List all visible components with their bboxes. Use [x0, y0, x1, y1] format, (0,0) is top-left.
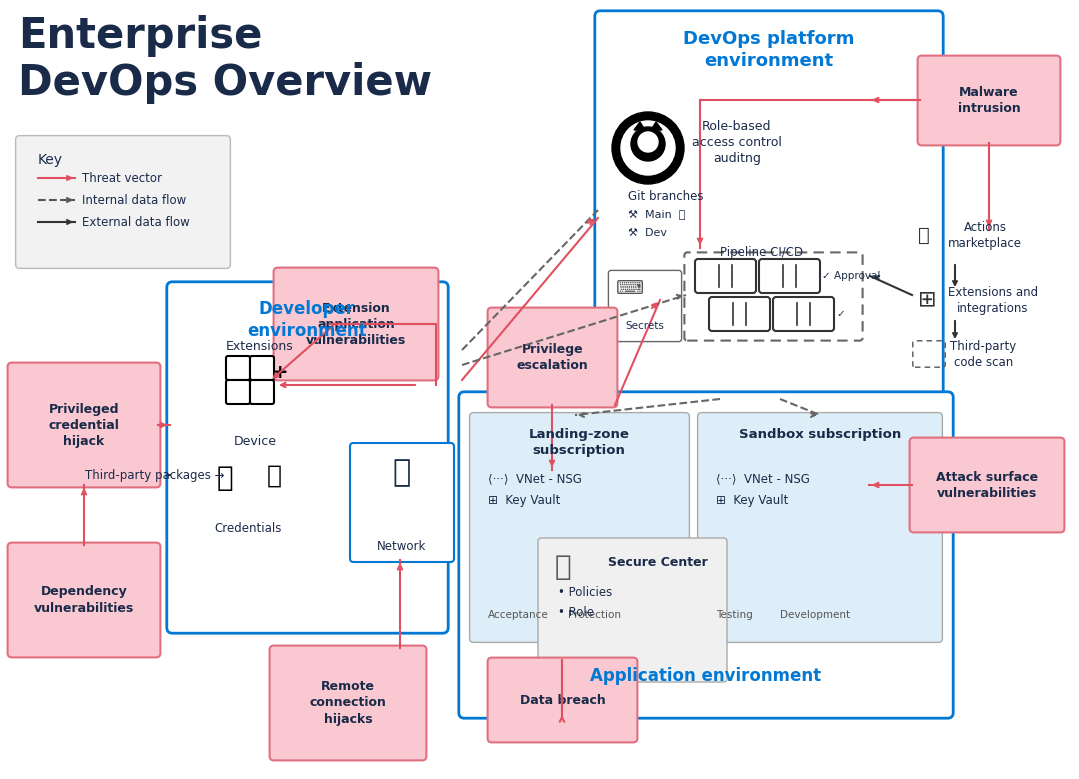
FancyBboxPatch shape — [350, 443, 454, 562]
Text: Protection: Protection — [568, 610, 622, 620]
Text: ✓ Approval: ✓ Approval — [822, 271, 880, 281]
Text: Landing-zone
subscription: Landing-zone subscription — [529, 428, 629, 457]
Text: ⌨: ⌨ — [616, 279, 644, 298]
Text: • Role: • Role — [558, 606, 595, 619]
Text: Privilege
escalation: Privilege escalation — [517, 343, 588, 372]
FancyBboxPatch shape — [695, 259, 756, 293]
Text: Privileged
credential
hijack: Privileged credential hijack — [49, 403, 120, 447]
Text: Secrets: Secrets — [626, 321, 665, 331]
Text: External data flow: External data flow — [82, 216, 190, 228]
Text: 🔒: 🔒 — [918, 225, 930, 245]
Text: Attack surface
vulnerabilities: Attack surface vulnerabilities — [935, 471, 1038, 499]
FancyBboxPatch shape — [609, 270, 682, 342]
Circle shape — [612, 112, 684, 184]
Polygon shape — [634, 122, 645, 130]
FancyBboxPatch shape — [698, 413, 942, 643]
Text: Third-party packages →: Third-party packages → — [85, 468, 224, 481]
Text: 🖥: 🖥 — [267, 464, 282, 488]
Text: Extensions and
integrations: Extensions and integrations — [948, 285, 1038, 315]
Text: 📡: 📡 — [393, 458, 411, 487]
Text: Git branches: Git branches — [628, 190, 704, 203]
FancyBboxPatch shape — [459, 392, 953, 718]
FancyBboxPatch shape — [8, 543, 161, 657]
Polygon shape — [651, 122, 663, 130]
FancyBboxPatch shape — [488, 657, 638, 742]
FancyBboxPatch shape — [538, 538, 727, 682]
FancyBboxPatch shape — [15, 136, 231, 269]
Text: Testing: Testing — [716, 610, 753, 620]
Text: Key: Key — [38, 153, 63, 167]
Text: Enterprise: Enterprise — [18, 15, 262, 57]
Text: Threat vector: Threat vector — [82, 171, 162, 185]
Text: DevOps platform
environment: DevOps platform environment — [683, 30, 855, 70]
Text: Dependency
vulnerabilities: Dependency vulnerabilities — [33, 586, 134, 615]
Text: ⚒  Main  🔒: ⚒ Main 🔒 — [628, 210, 685, 220]
FancyBboxPatch shape — [270, 646, 426, 760]
Text: Developer
environment: Developer environment — [247, 300, 367, 340]
Text: ⚒  Dev: ⚒ Dev — [628, 228, 667, 238]
FancyBboxPatch shape — [226, 356, 250, 380]
Text: 👤: 👤 — [217, 464, 233, 492]
FancyBboxPatch shape — [274, 268, 438, 380]
FancyBboxPatch shape — [250, 380, 274, 404]
Text: Malware
intrusion: Malware intrusion — [958, 86, 1021, 115]
FancyBboxPatch shape — [773, 297, 834, 331]
Text: +: + — [272, 362, 288, 382]
Text: Remote
connection
hijacks: Remote connection hijacks — [310, 681, 386, 725]
FancyBboxPatch shape — [910, 438, 1064, 532]
FancyBboxPatch shape — [250, 356, 274, 380]
Text: DevOps Overview: DevOps Overview — [18, 62, 432, 104]
Text: Pipeline CI/CD: Pipeline CI/CD — [720, 246, 803, 259]
Text: Internal data flow: Internal data flow — [82, 193, 187, 206]
Text: Secure Center: Secure Center — [607, 556, 708, 569]
FancyBboxPatch shape — [469, 413, 689, 643]
Text: • Policies: • Policies — [558, 586, 612, 599]
Text: ⊞  Key Vault: ⊞ Key Vault — [716, 494, 789, 507]
FancyBboxPatch shape — [595, 11, 943, 402]
Text: Extensions: Extensions — [227, 340, 293, 353]
Text: Data breach: Data breach — [520, 693, 605, 707]
Text: Application environment: Application environment — [590, 667, 821, 685]
Text: Role-based
access control
auditng: Role-based access control auditng — [692, 120, 782, 165]
Text: ⊞: ⊞ — [918, 290, 937, 310]
Circle shape — [638, 132, 658, 152]
Text: Credentials: Credentials — [215, 522, 282, 535]
Text: Acceptance: Acceptance — [488, 610, 549, 620]
FancyBboxPatch shape — [8, 362, 161, 488]
FancyBboxPatch shape — [709, 297, 770, 331]
Text: ✓: ✓ — [836, 309, 845, 319]
Text: ⟨···⟩  VNet - NSG: ⟨···⟩ VNet - NSG — [488, 472, 582, 485]
FancyBboxPatch shape — [226, 380, 250, 404]
Circle shape — [622, 121, 675, 175]
Text: Third-party
code scan: Third-party code scan — [950, 340, 1016, 368]
FancyBboxPatch shape — [167, 282, 448, 633]
FancyBboxPatch shape — [917, 55, 1061, 146]
Text: Sandbox subscription: Sandbox subscription — [739, 428, 901, 441]
Text: 🛡: 🛡 — [555, 553, 572, 581]
Text: Actions
marketplace: Actions marketplace — [948, 220, 1022, 249]
Text: Device: Device — [233, 435, 276, 448]
FancyBboxPatch shape — [759, 259, 820, 293]
Text: ⟨···⟩  VNet - NSG: ⟨···⟩ VNet - NSG — [716, 472, 810, 485]
Circle shape — [631, 127, 665, 161]
Text: Network: Network — [378, 540, 426, 553]
Text: ⊞  Key Vault: ⊞ Key Vault — [488, 494, 560, 507]
FancyBboxPatch shape — [488, 308, 617, 407]
Text: Development: Development — [780, 610, 850, 620]
Text: Extension
application
vulnerabilities: Extension application vulnerabilities — [305, 301, 406, 347]
